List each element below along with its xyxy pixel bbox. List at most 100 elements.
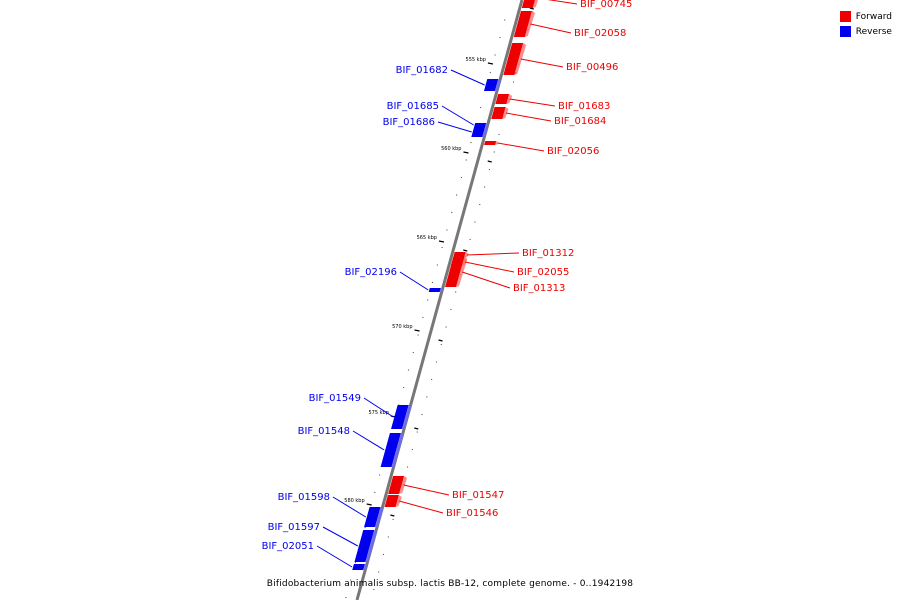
gene-feature-shade — [485, 123, 490, 127]
minor-dot — [489, 71, 491, 74]
minor-dot — [431, 378, 433, 381]
tick-label: 580 kbp — [344, 498, 364, 504]
tick-label: 565 kbp — [417, 235, 437, 241]
gene-labels: BIF_00745 BIF_02058 BIF_00496 BIF_01682 BIF_… — [262, 0, 633, 552]
tick-mark — [390, 514, 395, 517]
minor-dot — [403, 386, 405, 389]
gene-feature — [491, 107, 506, 119]
minor-dot — [494, 54, 496, 56]
minor-dot — [406, 466, 409, 468]
leader-line — [509, 98, 556, 107]
leader-line — [316, 545, 353, 568]
minor-dot — [435, 361, 438, 363]
minor-dot — [436, 264, 438, 266]
tick-mark — [487, 160, 492, 163]
minor-dot — [446, 229, 448, 231]
minor-dot — [382, 553, 385, 556]
tick-mark — [438, 339, 443, 342]
minor-dot — [488, 168, 490, 171]
gene-feature — [445, 257, 465, 287]
gene-label: BIF_01598 — [278, 492, 330, 503]
minor-dot — [460, 176, 462, 179]
leader-line — [352, 430, 385, 451]
gene-feature-shade — [464, 252, 469, 258]
gene-feature — [380, 433, 401, 467]
gene-feature-shade — [456, 257, 468, 287]
tick-mark — [463, 151, 469, 154]
gene-label: BIF_01682 — [396, 65, 448, 76]
minor-dot — [422, 316, 424, 319]
minor-dot — [364, 526, 366, 529]
minor-dot — [512, 81, 515, 83]
leader-line — [520, 58, 564, 68]
leader-line — [403, 484, 450, 496]
tick-mark — [414, 329, 420, 332]
minor-dot — [421, 413, 423, 416]
gene-label: BIF_01547 — [452, 490, 504, 501]
leader-line — [505, 112, 552, 122]
minor-dot — [387, 536, 389, 538]
gene-feature — [484, 141, 497, 145]
genome-backbone — [355, 0, 524, 600]
tick-mark — [366, 503, 372, 506]
gene-feature-shade — [514, 43, 527, 75]
gene-feature-shade — [495, 141, 500, 145]
minor-dot — [465, 159, 467, 161]
gene-label: BIF_02056 — [547, 146, 599, 157]
gene-feature-shade — [502, 107, 509, 119]
gene-label: BIF_01683 — [558, 101, 610, 112]
minor-dot — [445, 326, 447, 328]
gene-feature-shade — [494, 79, 502, 91]
gene-label: BIF_01597 — [268, 522, 320, 533]
gene-label: BIF_02051 — [262, 541, 314, 552]
legend-reverse-label: Reverse — [855, 26, 892, 37]
minor-dot — [474, 221, 476, 223]
gene-feature-shade — [506, 94, 513, 104]
gene-feature-shade — [402, 405, 412, 429]
leader-line — [464, 261, 515, 273]
scale-ticks: 555 kbp 560 kbp 565 kbp 570 kbp 575 kbp 580 k… — [344, 7, 534, 517]
gene-feature-shade — [399, 476, 408, 494]
tick-label: 575 kbp — [368, 410, 388, 416]
gene-label: BIF_01312 — [522, 248, 574, 259]
gene-feature-shade — [524, 11, 535, 37]
minor-dot — [416, 431, 418, 433]
gene-label: BIF_01686 — [383, 117, 435, 128]
leader-line — [399, 500, 444, 514]
minor-dot — [417, 334, 419, 336]
gene-label: BIF_01549 — [309, 393, 361, 404]
gene-feature — [474, 123, 487, 127]
minor-dot — [451, 211, 453, 214]
gene-label: BIF_02196 — [345, 267, 397, 278]
minor-dot — [440, 343, 442, 346]
gene-feature — [352, 564, 365, 570]
minor-dot — [374, 491, 376, 494]
minor-dot — [455, 194, 458, 196]
minor-dot — [412, 351, 414, 354]
strand-legend: Forward Reverse — [839, 9, 892, 39]
gene-feature — [483, 79, 499, 91]
leader-line — [547, 0, 578, 5]
gene-feature — [388, 476, 405, 494]
minor-dot — [345, 596, 347, 599]
minor-dot — [392, 518, 394, 521]
minor-dot — [354, 561, 357, 564]
minor-dot — [479, 203, 481, 206]
gene-feature-shade — [532, 0, 539, 8]
gene-label: BIF_01684 — [554, 116, 606, 127]
gene-feature-shade — [363, 564, 368, 570]
gene-label: BIF_01685 — [387, 101, 439, 112]
legend-forward: Forward — [839, 9, 892, 24]
minor-dot — [499, 36, 501, 39]
gene-feature — [391, 405, 409, 429]
forward-swatch — [839, 11, 851, 22]
tick-label: 560 kbp — [441, 146, 461, 152]
gene-feature — [495, 94, 510, 104]
reverse-swatch — [839, 26, 851, 37]
minor-dot — [498, 133, 500, 136]
leader-line — [332, 496, 367, 518]
gene-label: BIF_00745 — [580, 0, 632, 10]
minor-dot — [378, 571, 380, 573]
gene-feature — [453, 252, 466, 258]
